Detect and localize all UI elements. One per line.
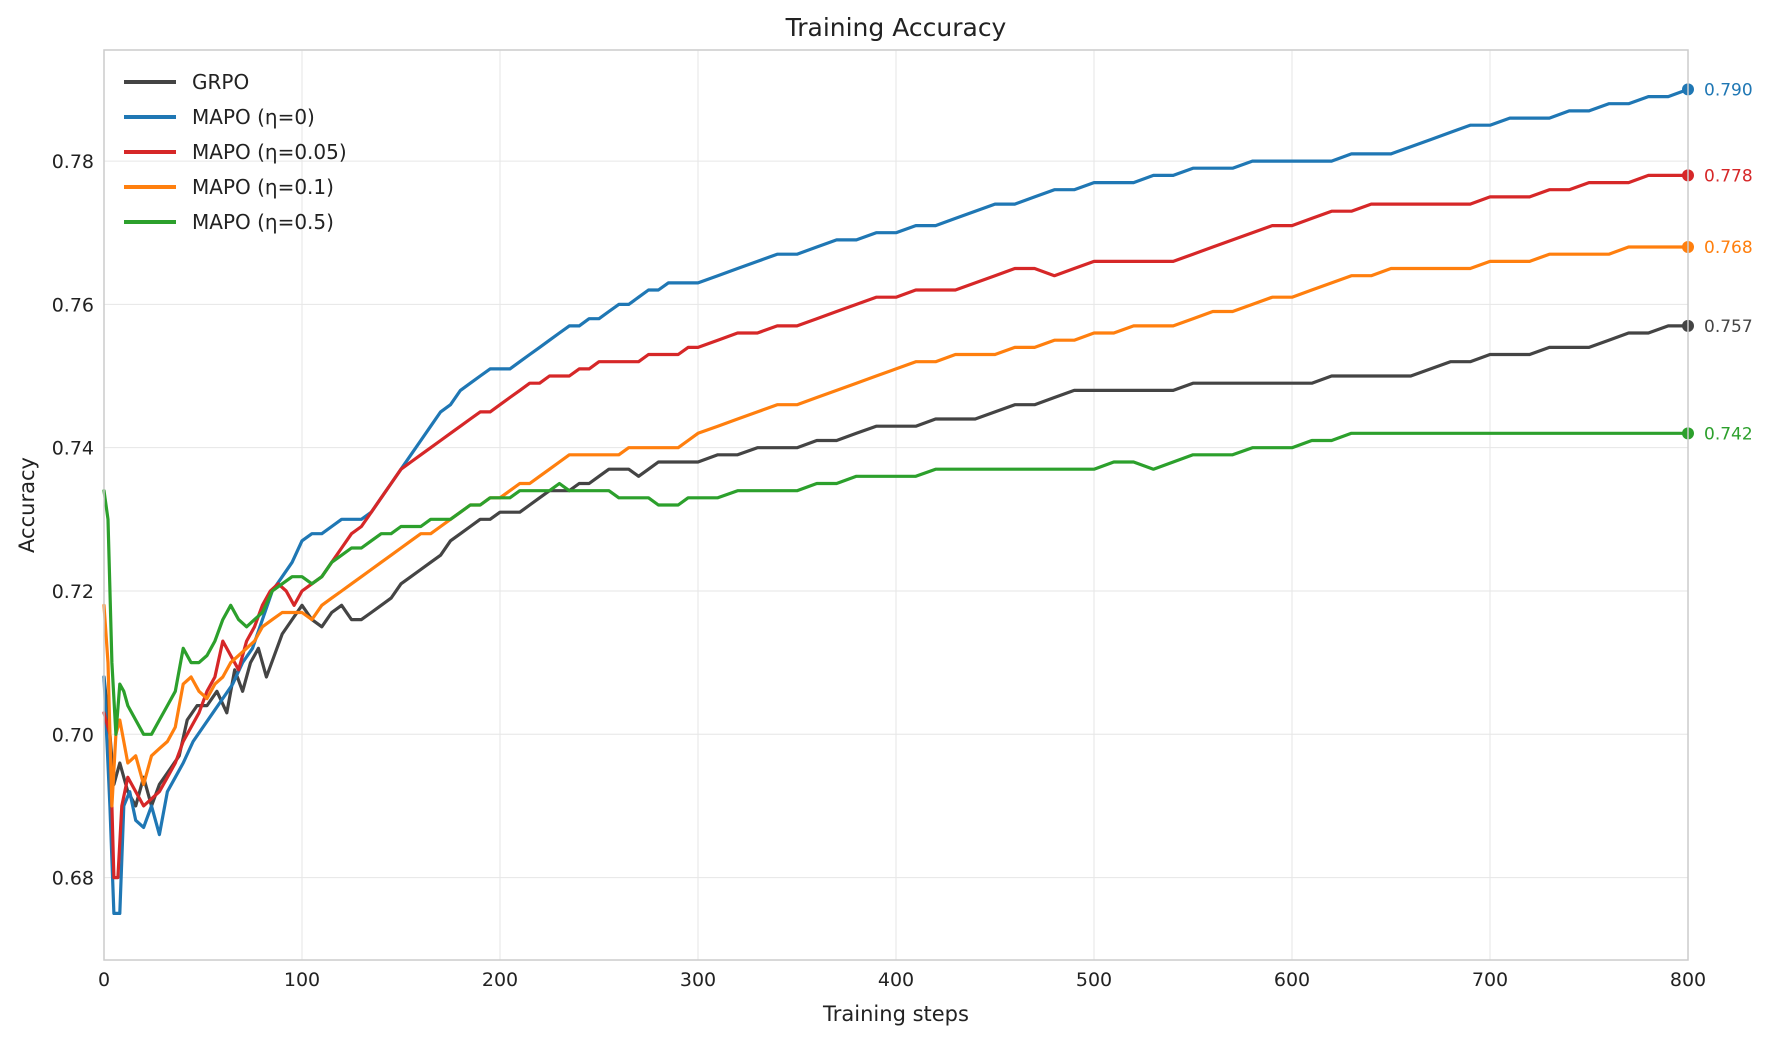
x-tick-label: 100	[284, 969, 320, 991]
x-tick-label: 600	[1274, 969, 1310, 991]
y-tick-label: 0.76	[52, 294, 94, 316]
x-tick-label: 300	[680, 969, 716, 991]
x-tick-label: 0	[98, 969, 110, 991]
legend-label: MAPO (η=0.1)	[192, 175, 334, 199]
series-line	[102, 245, 1690, 808]
x-tick-label: 800	[1670, 969, 1706, 991]
y-tick-label: 0.74	[52, 438, 94, 460]
x-tick-label: 500	[1076, 969, 1112, 991]
y-tick-label: 0.70	[52, 724, 94, 746]
x-tick-label: 400	[878, 969, 914, 991]
legend-label: MAPO (η=0)	[192, 105, 315, 129]
series-end-value-label: 0.757	[1704, 317, 1753, 337]
series-end-value-label: 0.742	[1704, 424, 1753, 444]
x-tick-label: 200	[482, 969, 518, 991]
plot-frame	[103, 49, 1689, 961]
y-axis-label: Accuracy	[15, 457, 39, 553]
series-line	[102, 87, 1690, 915]
legend-label: GRPO	[192, 70, 249, 94]
x-tick-label: 700	[1472, 969, 1508, 991]
legend-label: MAPO (η=0.05)	[192, 140, 347, 164]
series-line	[102, 173, 1690, 880]
series-lines	[102, 83, 1694, 915]
series-line	[102, 431, 1690, 736]
series-line	[102, 324, 1690, 808]
y-tick-label: 0.68	[52, 868, 94, 890]
chart-title: Training Accuracy	[785, 13, 1007, 42]
x-axis-label: Training steps	[822, 1002, 969, 1026]
end-value-labels: 0.757 0.790 0.778 0.768 0.742	[1704, 80, 1753, 444]
y-tick-label: 0.72	[52, 581, 94, 603]
series-end-value-label: 0.790	[1704, 80, 1753, 100]
series-end-value-label: 0.768	[1704, 238, 1753, 258]
y-tick-label: 0.78	[52, 151, 94, 173]
axis-ticks: 0 100 200 300 400 500 600 700 800 0.68 0.70 0.72 0.7…	[52, 151, 1706, 991]
series-end-value-label: 0.778	[1704, 166, 1753, 186]
legend-label: MAPO (η=0.5)	[192, 210, 334, 234]
legend: GRPO MAPO (η=0) MAPO (η=0.05) MAPO (η=0.1) M…	[124, 70, 347, 234]
